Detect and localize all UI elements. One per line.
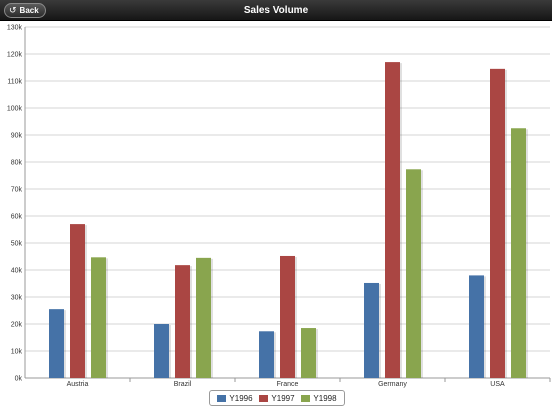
x-tick-label: Brazil [174,381,192,388]
bar-y1998-austria [91,257,106,378]
back-button-label: Back [19,6,39,15]
legend-item-y1997[interactable]: Y1997 [259,393,295,403]
y-tick-label: 130k [7,25,23,32]
bar-y1997-usa [490,68,505,378]
y-tick-label: 20k [11,322,23,329]
y-tick-label: 90k [11,133,23,140]
back-button[interactable]: ↺ Back [4,3,46,18]
x-tick-label: USA [490,381,505,388]
bar-y1997-germany [385,62,400,378]
legend-item-y1998[interactable]: Y1998 [301,393,337,403]
legend-swatch [217,394,227,402]
page-title: Sales Volume [243,5,309,16]
bar-y1998-brazil [196,257,211,378]
bar-y1996-usa [469,275,484,378]
y-tick-label: 80k [11,160,23,167]
legend-item-y1996[interactable]: Y1996 [217,393,253,403]
bar-y1997-austria [70,224,85,378]
x-tick-label: France [277,381,299,388]
y-tick-label: 60k [11,214,23,221]
bar-y1998-usa [511,128,526,378]
legend-label: Y1998 [313,393,337,403]
legend-label: Y1996 [229,393,253,403]
chart-legend: Y1996 Y1997 Y1998 [209,390,345,406]
y-tick-label: 110k [7,79,22,86]
legend-label: Y1997 [271,393,295,403]
bar-y1996-germany [364,282,379,378]
y-tick-label: 10k [11,349,23,356]
y-tick-label: 50k [11,241,23,248]
top-bar: Sales Volume ↺ Back [0,0,552,21]
bar-y1996-france [259,331,274,378]
bar-y1996-brazil [154,324,169,378]
y-tick-label: 30k [11,295,23,302]
back-arrow-icon: ↺ [9,5,17,15]
y-tick-label: 120k [7,52,23,59]
y-tick-label: 70k [11,187,23,194]
bar-y1998-france [301,328,316,378]
bar-y1997-france [280,255,295,378]
x-tick-label: Germany [378,381,407,388]
x-tick-label: Austria [67,381,89,388]
y-tick-label: 40k [11,268,23,275]
legend-swatch [259,394,269,402]
bar-y1997-brazil [175,265,190,378]
y-tick-label: 100k [7,106,23,113]
legend-swatch [301,394,311,402]
chart-area: 0k 10k 20k 30k 40k 50k 60k 70k 80k 90k 100k 110k 120… [0,21,552,414]
bar-y1996-austria [49,309,64,378]
bar-y1998-germany [406,169,421,378]
sales-volume-chart: 0k 10k 20k 30k 40k 50k 60k 70k 80k 90k 100k 110k 120… [7,25,551,388]
y-tick-label: 0k [15,376,23,383]
